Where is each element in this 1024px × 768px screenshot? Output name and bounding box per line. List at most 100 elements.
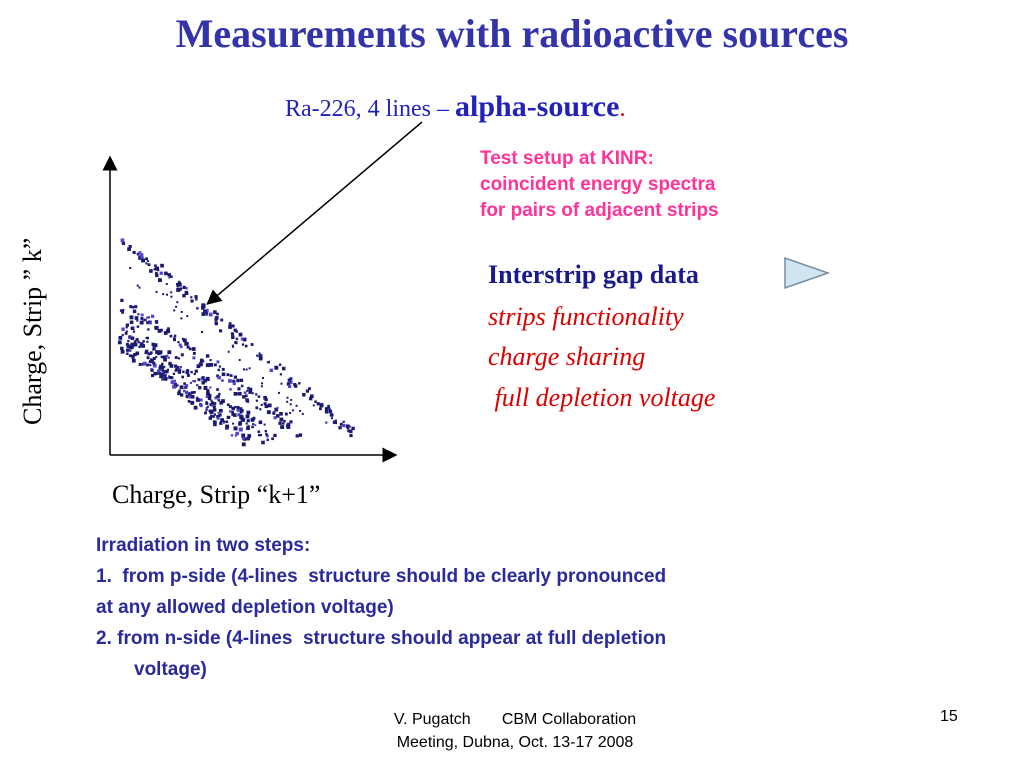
scatter-point	[131, 358, 136, 363]
scatter-point	[216, 312, 219, 316]
scatter-point	[167, 350, 172, 355]
scatter-point	[349, 429, 353, 433]
scatter-point	[207, 396, 212, 401]
scatter-point	[212, 415, 215, 418]
scatter-point	[240, 337, 244, 341]
scatter-point	[182, 338, 187, 343]
scatter-point	[328, 407, 331, 410]
footer-info: V. Pugatch CBM Collaboration Meeting, Du…	[330, 708, 700, 754]
scatter-point	[129, 349, 132, 352]
scatter-point	[347, 429, 350, 433]
scatter-point	[196, 396, 199, 400]
slide-title: Measurements with radioactive sources	[175, 11, 849, 56]
interstrip-title: Interstrip gap data	[488, 260, 699, 289]
scatter-point	[176, 288, 181, 292]
scatter-point	[228, 405, 232, 409]
scatter-point	[153, 267, 156, 270]
scatter-point	[286, 425, 290, 429]
scatter-point	[211, 404, 214, 407]
scatter-point	[233, 328, 237, 332]
scatter-point	[163, 369, 167, 374]
scatter-point	[245, 422, 248, 425]
scatter-point	[205, 311, 208, 314]
scatter-point	[132, 330, 136, 333]
irradiation-step: 1. from p-side (4-lines structure should…	[96, 561, 666, 592]
scatter-point	[241, 343, 245, 346]
scatter-point	[182, 370, 185, 373]
scatter-point	[213, 310, 217, 314]
scatter-point	[202, 360, 205, 363]
scatter-point	[168, 276, 171, 279]
step-text: from p-side (4-lines structure should be…	[111, 566, 667, 587]
scatter-point	[161, 372, 165, 377]
scatter-point	[312, 404, 315, 407]
scatter-point	[246, 426, 250, 430]
setup-note-line: coincident energy spectra	[480, 174, 716, 195]
scatter-point	[238, 422, 242, 426]
scatter-point	[181, 375, 184, 379]
scatter-point	[314, 400, 317, 403]
scatter-point	[131, 306, 134, 309]
scatter-point	[148, 320, 151, 323]
scatter-point	[177, 341, 180, 344]
scatter-point	[319, 407, 322, 411]
scatter-point	[201, 331, 203, 333]
scatter-point	[214, 363, 217, 367]
scatter-point	[334, 419, 337, 422]
irradiation-block: Irradiation in two steps: 1. from p-side…	[96, 530, 666, 685]
scatter-point	[339, 422, 343, 426]
scatter-point	[205, 407, 209, 410]
scatter-point	[298, 433, 303, 437]
scatter-point	[170, 291, 173, 294]
scatter-point	[196, 384, 199, 387]
scatter-point	[219, 329, 223, 333]
scatter-point	[173, 336, 176, 339]
feature-charge-sharing: charge sharing	[488, 342, 646, 371]
scatter-point	[138, 345, 141, 349]
scatter-point	[233, 392, 238, 396]
scatter-point	[242, 395, 246, 399]
scatter-point	[209, 359, 212, 362]
scatter-point	[246, 389, 249, 392]
scatter-point	[120, 238, 125, 243]
scatter-point	[211, 401, 214, 404]
scatter-point	[305, 389, 309, 393]
scatter-point	[194, 295, 198, 299]
scatter-point	[214, 316, 219, 320]
scatter-point	[165, 370, 168, 373]
scatter-point	[177, 357, 180, 360]
scatter-point	[122, 309, 125, 311]
scatter-point	[197, 378, 201, 382]
scatter-point	[164, 271, 168, 276]
scatter-point	[167, 273, 171, 277]
scatter-point	[235, 431, 239, 436]
scatter-points	[117, 238, 355, 447]
scatter-point	[155, 266, 159, 271]
scatter-point	[256, 354, 259, 357]
scatter-point	[294, 384, 298, 388]
scatter-point	[121, 241, 125, 245]
scatter-point	[217, 399, 220, 402]
scatter-point	[149, 364, 152, 367]
scatter-point	[155, 271, 158, 275]
scatter-point	[262, 377, 264, 379]
scatter-point	[188, 347, 192, 351]
step-number: 1.	[96, 566, 112, 587]
scatter-point	[176, 384, 179, 387]
scatter-point	[166, 293, 168, 296]
scatter-point	[170, 295, 173, 298]
scatter-point	[302, 393, 306, 397]
scatter-point	[146, 316, 149, 319]
scatter-point	[118, 336, 123, 340]
scatter-point	[248, 387, 253, 392]
scatter-point	[172, 385, 176, 389]
scatter-point	[241, 433, 246, 438]
scatter-point	[239, 411, 243, 414]
scatter-point	[248, 435, 251, 438]
scatter-point	[192, 380, 195, 383]
footer-line: V. Pugatch CBM Collaboration	[393, 711, 637, 728]
scatter-point	[263, 402, 267, 406]
scatter-point	[199, 358, 204, 363]
scatter-point	[158, 366, 162, 370]
scatter-point	[217, 375, 221, 380]
